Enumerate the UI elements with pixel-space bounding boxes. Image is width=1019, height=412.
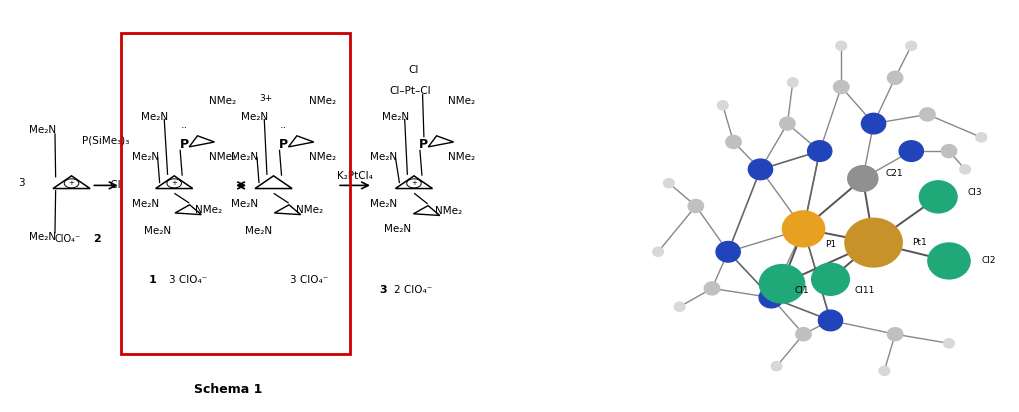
Ellipse shape [888, 71, 903, 84]
Text: K₂PtCl₄: K₂PtCl₄ [337, 171, 373, 181]
Ellipse shape [704, 282, 719, 295]
Text: Me₂N: Me₂N [231, 199, 258, 209]
Text: NMe₂: NMe₂ [297, 205, 323, 215]
Ellipse shape [759, 265, 805, 303]
Text: +: + [68, 180, 74, 186]
Ellipse shape [942, 145, 957, 158]
Text: Me₂N: Me₂N [383, 224, 411, 234]
Text: P1: P1 [825, 241, 837, 249]
Ellipse shape [888, 328, 903, 341]
Text: Me₂N: Me₂N [370, 152, 396, 162]
Text: Me₂N: Me₂N [231, 152, 258, 162]
Text: Cl1: Cl1 [795, 286, 809, 295]
Text: Me₂N: Me₂N [132, 152, 160, 162]
Ellipse shape [861, 113, 886, 134]
Ellipse shape [748, 159, 772, 180]
Text: Schema 1: Schema 1 [195, 383, 263, 396]
Text: P: P [420, 138, 428, 151]
Ellipse shape [788, 78, 798, 87]
Text: NMe₂: NMe₂ [196, 205, 222, 215]
Ellipse shape [796, 328, 811, 341]
Text: 2: 2 [94, 234, 101, 244]
Text: NMe₂: NMe₂ [209, 96, 236, 106]
Text: NMe₂: NMe₂ [309, 152, 336, 162]
Text: Me₂N: Me₂N [245, 226, 272, 236]
Text: NMe₂: NMe₂ [447, 96, 475, 106]
Ellipse shape [818, 310, 843, 331]
Text: 3: 3 [379, 286, 386, 295]
Text: NMe₂: NMe₂ [434, 206, 462, 216]
Ellipse shape [928, 243, 970, 279]
Text: 1: 1 [149, 275, 157, 285]
Ellipse shape [836, 41, 847, 50]
Bar [121, 33, 350, 354]
Ellipse shape [845, 218, 902, 267]
Text: –Cl: –Cl [106, 180, 121, 190]
Text: Cl: Cl [409, 65, 419, 75]
Text: Me₂N: Me₂N [381, 112, 409, 122]
Text: Cl11: Cl11 [855, 286, 875, 295]
Text: P: P [179, 138, 189, 151]
Ellipse shape [848, 166, 878, 191]
Text: ··: ·· [280, 123, 287, 133]
Ellipse shape [759, 287, 784, 308]
Text: Me₂N: Me₂N [141, 112, 168, 122]
Ellipse shape [834, 80, 849, 94]
Ellipse shape [899, 141, 923, 162]
Text: ··: ·· [180, 123, 187, 133]
Ellipse shape [906, 41, 917, 50]
Ellipse shape [960, 165, 970, 174]
Ellipse shape [919, 181, 957, 213]
Ellipse shape [663, 178, 675, 188]
Text: 3 ClO₄⁻: 3 ClO₄⁻ [290, 275, 328, 285]
Text: Me₂N: Me₂N [30, 232, 56, 242]
Text: NMe₂: NMe₂ [209, 152, 236, 162]
Text: NMe₂: NMe₂ [309, 96, 336, 106]
Text: NMe₂: NMe₂ [447, 152, 475, 162]
Text: 3+: 3+ [260, 94, 273, 103]
Ellipse shape [780, 117, 795, 130]
Text: Me₂N: Me₂N [145, 226, 171, 236]
Ellipse shape [688, 199, 703, 213]
Text: Cl–Pt–Cl: Cl–Pt–Cl [389, 87, 431, 96]
Text: P: P [279, 138, 288, 151]
Text: Me₂N: Me₂N [132, 199, 160, 209]
Ellipse shape [726, 136, 741, 148]
Ellipse shape [716, 241, 740, 262]
Ellipse shape [811, 263, 849, 295]
Text: Cl2: Cl2 [981, 256, 996, 265]
Ellipse shape [879, 366, 890, 375]
Ellipse shape [976, 133, 986, 142]
Text: 3 ClO₄⁻: 3 ClO₄⁻ [169, 275, 207, 285]
Ellipse shape [920, 108, 935, 121]
Ellipse shape [653, 247, 663, 256]
Text: 3: 3 [18, 178, 24, 188]
Ellipse shape [771, 362, 782, 371]
Text: +: + [411, 180, 417, 186]
Ellipse shape [808, 141, 832, 162]
Text: Me₂N: Me₂N [242, 112, 268, 122]
Text: Cl3: Cl3 [968, 188, 982, 197]
Text: C21: C21 [886, 169, 903, 178]
Text: Me₂N: Me₂N [370, 199, 396, 209]
Ellipse shape [944, 339, 955, 348]
Text: ClO₄⁻: ClO₄⁻ [55, 234, 82, 244]
Text: P(SiMe₃)₃: P(SiMe₃)₃ [83, 135, 129, 145]
Text: Me₂N: Me₂N [30, 125, 56, 135]
Ellipse shape [675, 302, 685, 311]
Ellipse shape [717, 101, 729, 110]
Ellipse shape [783, 211, 824, 247]
Text: +: + [171, 180, 177, 186]
Text: Pt1: Pt1 [912, 238, 926, 247]
Text: 2 ClO₄⁻: 2 ClO₄⁻ [394, 286, 432, 295]
